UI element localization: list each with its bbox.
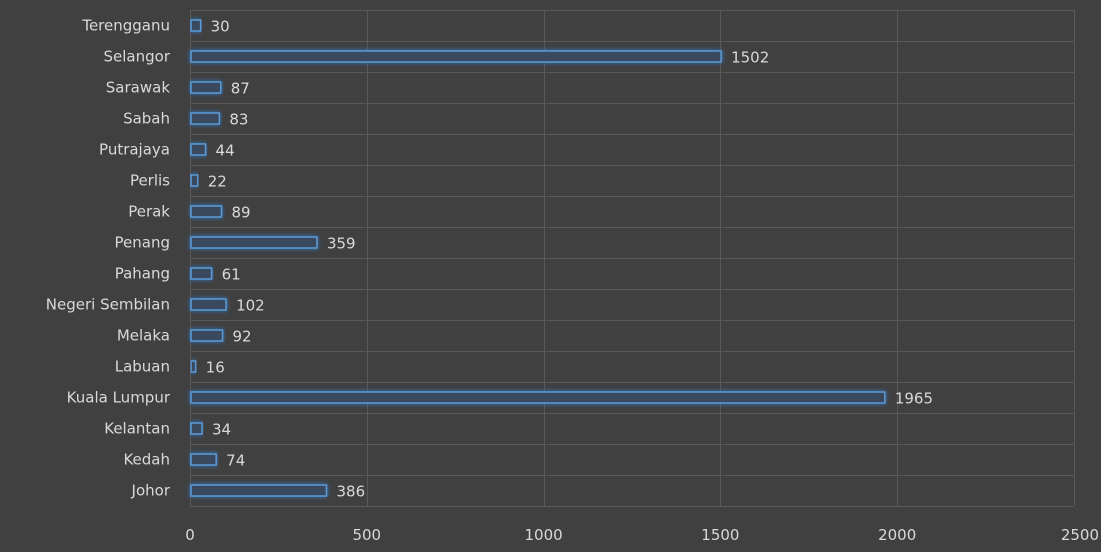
category-label: Sabah: [123, 110, 170, 128]
data-label: 16: [206, 359, 225, 377]
x-axis-ticks: 0 500 1000 1500 2000 2500: [185, 526, 1099, 544]
bar: [190, 112, 221, 125]
category-labels: Terengganu Selangor Sarawak Sabah Putrajaya P…: [46, 17, 171, 500]
category-label: Melaka: [117, 327, 170, 345]
data-label: 44: [216, 142, 235, 160]
category-label: Perlis: [130, 172, 170, 190]
category-label: Johor: [131, 482, 171, 500]
bar: [190, 174, 199, 187]
bar: [190, 19, 202, 32]
bar: [190, 267, 213, 280]
category-label: Labuan: [115, 358, 170, 376]
category-label: Terengganu: [81, 17, 170, 35]
x-tick-label: 500: [352, 526, 381, 544]
bar: [190, 50, 722, 63]
data-label: 87: [231, 80, 250, 98]
bars: [190, 19, 886, 497]
category-label: Sarawak: [106, 79, 171, 97]
category-label: Perak: [128, 203, 170, 221]
data-label: 34: [212, 421, 231, 439]
x-tick-label: 2500: [1061, 526, 1099, 544]
category-label: Pahang: [115, 265, 170, 283]
data-label: 83: [229, 111, 248, 129]
data-label: 92: [233, 328, 252, 346]
bar: [190, 422, 203, 435]
data-label: 1502: [731, 49, 769, 67]
data-label: 30: [211, 18, 230, 36]
bar: [190, 205, 223, 218]
data-label: 1965: [895, 390, 933, 408]
gridlines: [190, 10, 1075, 507]
bar: [190, 143, 207, 156]
bar: [190, 236, 318, 249]
x-tick-label: 2000: [878, 526, 916, 544]
category-label: Selangor: [104, 48, 171, 66]
bar: [190, 329, 224, 342]
bar: [190, 391, 886, 404]
data-label: 22: [208, 173, 227, 191]
bar: [190, 298, 227, 311]
x-tick-label: 1000: [525, 526, 563, 544]
data-label: 89: [231, 204, 250, 222]
data-label: 359: [327, 235, 356, 253]
bar: [190, 360, 197, 373]
bar: [190, 81, 222, 94]
category-label: Penang: [115, 234, 170, 252]
x-tick-label: 1500: [701, 526, 739, 544]
data-label: 102: [236, 297, 265, 315]
x-tick-label: 0: [185, 526, 195, 544]
data-label: 61: [222, 266, 241, 284]
category-label: Kelantan: [104, 420, 170, 438]
category-label: Negeri Sembilan: [46, 296, 170, 314]
bar: [190, 484, 328, 497]
category-label: Kuala Lumpur: [67, 389, 171, 407]
data-label: 74: [226, 452, 245, 470]
data-label: 386: [336, 483, 365, 501]
category-label: Putrajaya: [99, 141, 170, 159]
bar: [190, 453, 217, 466]
category-label: Kedah: [123, 451, 170, 469]
